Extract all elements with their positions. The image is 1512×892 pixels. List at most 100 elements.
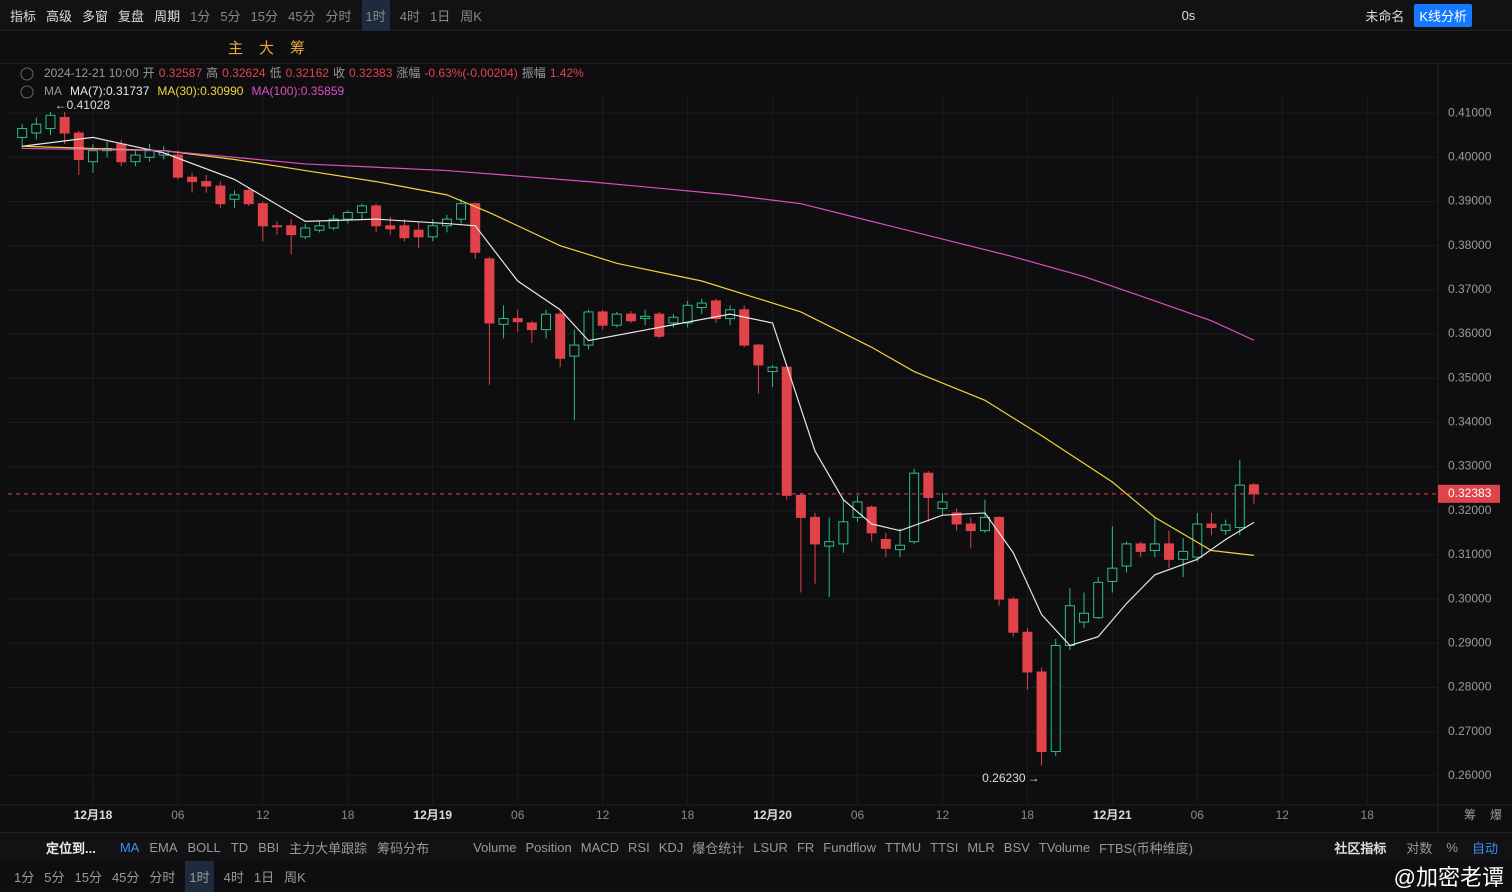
y-tick-label: 0.39000	[1448, 194, 1492, 208]
period-button[interactable]: 周K	[284, 869, 306, 885]
sub-indicator[interactable]: TTSI	[930, 839, 959, 855]
candle-body	[1234, 484, 1245, 529]
period-button[interactable]: 15分	[250, 8, 279, 24]
toolbar-button[interactable]: 复盘	[118, 8, 145, 24]
axis-option[interactable]: 社区指标	[1334, 840, 1387, 856]
axis-option[interactable]: %	[1446, 839, 1458, 855]
candle-body	[767, 366, 778, 373]
overlay-toggle[interactable]: 主	[228, 39, 244, 57]
k-analysis[interactable]: K线分析	[1414, 3, 1472, 27]
candle-body	[1022, 631, 1033, 673]
period-button[interactable]: 1分	[190, 8, 211, 24]
overlay-toggle[interactable]: 大	[259, 39, 275, 57]
corner-label: 筹	[1464, 808, 1476, 822]
overlay-toggle[interactable]: 筹	[290, 39, 306, 57]
countdown: 0s	[1181, 7, 1196, 23]
legend-part: 开	[143, 66, 155, 80]
main-indicator[interactable]: BBI	[258, 839, 280, 855]
y-tick-label: 0.27000	[1448, 724, 1492, 738]
period-button[interactable]: 45分	[288, 8, 316, 24]
legend-part: MA	[44, 84, 62, 98]
candle-body	[45, 114, 56, 130]
x-tick-label: 12	[596, 808, 610, 822]
candle-body	[1107, 567, 1118, 582]
candle-body	[781, 366, 792, 496]
period-button[interactable]: 周K	[460, 8, 482, 24]
period-button[interactable]: 5分	[44, 869, 65, 885]
legend-part: 高	[206, 65, 218, 80]
period-button[interactable]: 分时	[149, 869, 176, 885]
period-button[interactable]: 1时	[361, 0, 390, 31]
period-button[interactable]: 5分	[220, 8, 241, 24]
candle-body	[314, 225, 325, 231]
main-indicator[interactable]: TD	[230, 839, 249, 855]
candle-body	[880, 538, 891, 549]
sub-indicator[interactable]: Volume	[473, 839, 517, 855]
legend-part: 1.42%	[550, 66, 584, 80]
sub-indicator[interactable]: RSI	[628, 839, 650, 855]
ohlc-legend: 2024-12-21 10:00 开 0.32587 高 0.32624 低 0.32162…	[44, 65, 584, 80]
period-button[interactable]: 15分	[74, 869, 102, 885]
sub-indicator[interactable]: FR	[796, 839, 815, 855]
x-tick-label: 18	[1021, 808, 1035, 822]
x-tick-label: 12月19	[413, 808, 452, 822]
candle-body	[73, 132, 84, 161]
period-button[interactable]: 1日	[429, 8, 451, 24]
layout-name[interactable]: 未命名	[1365, 8, 1405, 24]
sub-indicator[interactable]: LSUR	[753, 839, 788, 855]
period-button[interactable]: 1日	[253, 869, 275, 885]
y-tick-label: 0.30000	[1448, 591, 1492, 605]
toolbar-button[interactable]: 指标	[10, 8, 37, 24]
period-button[interactable]: 1时	[185, 860, 214, 892]
candle-body	[640, 315, 651, 320]
period-button[interactable]: 4时	[399, 8, 420, 24]
candle-body	[909, 472, 920, 543]
candle-body	[583, 311, 594, 346]
sub-indicator[interactable]: MLR	[967, 839, 995, 855]
candle-body	[257, 203, 268, 227]
period-button[interactable]: 4时	[223, 869, 244, 885]
x-tick-label: 18	[341, 808, 355, 822]
candle-body	[456, 203, 467, 220]
toolbar-button[interactable]: 高级	[46, 8, 73, 24]
axis-option[interactable]: 对数	[1406, 840, 1433, 856]
watermark: @加密老谭	[1393, 865, 1504, 890]
candle-body	[795, 494, 806, 518]
candle-body	[17, 128, 28, 138]
candle-body	[951, 512, 962, 525]
period-button[interactable]: 1分	[14, 869, 35, 885]
candle-body	[1206, 523, 1217, 529]
x-tick-label: 06	[511, 808, 525, 822]
toolbar-button[interactable]: 多窗	[82, 8, 109, 24]
candle-body	[470, 203, 481, 253]
main-indicator[interactable]: BOLL	[187, 839, 221, 855]
sub-indicator[interactable]: Position	[525, 839, 572, 855]
sub-indicator[interactable]: 爆仓统计	[692, 840, 745, 856]
period-button[interactable]: 45分	[111, 869, 140, 885]
candle-body	[399, 225, 410, 239]
ma-line	[22, 147, 1255, 341]
candle-body	[810, 516, 821, 545]
indicator-bar: 定位到... MA EMA BOLL TD BBI 主力大单跟踪 筹码分布 Volume Posi…	[0, 832, 1512, 861]
sub-indicator[interactable]: MACD	[580, 839, 620, 855]
sub-indicator[interactable]: KDJ	[658, 839, 684, 855]
last-price-label: 0.32383	[1448, 486, 1492, 500]
main-indicator[interactable]: 筹码分布	[377, 840, 430, 856]
main-indicator[interactable]: EMA	[149, 839, 178, 855]
main-indicator[interactable]: MA	[119, 839, 140, 855]
sub-indicator[interactable]: BSV	[1003, 839, 1030, 855]
sub-indicator[interactable]: TTMU	[885, 839, 922, 855]
sub-indicator[interactable]: FTBS(币种维度)	[1099, 840, 1193, 856]
toolbar-button[interactable]: 周期	[154, 8, 181, 24]
sub-indicator[interactable]: TVolume	[1038, 839, 1091, 855]
candle-body	[1135, 543, 1146, 552]
candle-body	[116, 143, 127, 163]
period-button[interactable]: 分时	[325, 8, 352, 24]
candle-body	[894, 544, 905, 551]
axis-option[interactable]: 自动	[1471, 840, 1498, 856]
candle-body	[994, 516, 1005, 600]
sub-indicator[interactable]: Fundflow	[823, 839, 877, 855]
locate[interactable]: 定位到...	[46, 840, 96, 856]
main-indicator[interactable]: 主力大单跟踪	[289, 840, 368, 856]
candle-body	[824, 541, 835, 547]
